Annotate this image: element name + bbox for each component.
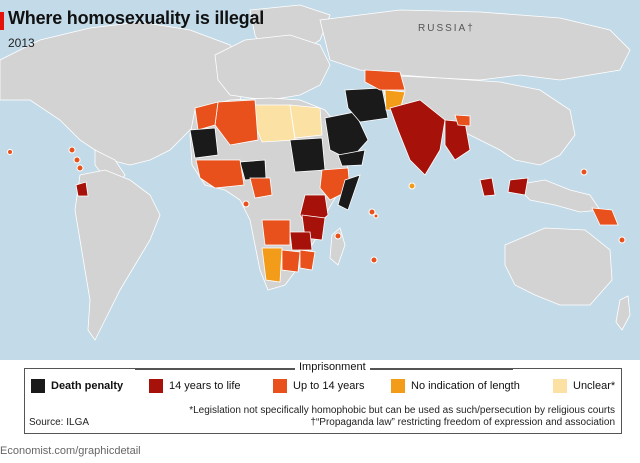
legend-label: Death penalty <box>51 380 124 392</box>
central-asia-up-to-14 <box>364 69 406 91</box>
png-up-to-14 <box>591 207 619 226</box>
zambia-14-to-life <box>289 231 313 251</box>
bhutan-up-to-14 <box>454 114 471 127</box>
legend-item-up-to-14: Up to 14 years <box>273 379 365 393</box>
legend-box: Imprisonment Death penalty 14 years to l… <box>24 361 622 434</box>
year-label: 2013 <box>8 36 35 50</box>
legend-label: Up to 14 years <box>293 380 365 392</box>
india-14-to-life <box>389 99 446 176</box>
nigeria-death <box>239 159 267 181</box>
caribbean-marker-1 <box>68 146 76 154</box>
swatch-14-to-life <box>149 379 163 393</box>
swatch-no-length <box>391 379 405 393</box>
russia-label: RUSSIA† <box>418 23 475 34</box>
legend-note-unclear: *Legislation not specifically homophobic… <box>189 405 615 416</box>
europe-land <box>214 34 331 101</box>
botswana-up-to-14 <box>281 249 301 273</box>
sudan-death <box>289 137 326 173</box>
legend-item-unclear: Unclear* <box>553 379 615 393</box>
mauritania-death <box>189 127 219 159</box>
island-markers <box>7 146 626 264</box>
north-america-land <box>0 21 251 166</box>
indian-ocean-marker-1 <box>368 208 376 216</box>
caribbean-marker-2 <box>73 156 81 164</box>
west-africa-up-to-14 <box>195 159 245 189</box>
page-title: Where homosexuality is illegal <box>8 8 265 28</box>
legend-label: 14 years to life <box>169 380 241 392</box>
world-map: Where homosexuality is illegal 2013 RUSS… <box>0 0 640 360</box>
morocco-up-to-14 <box>194 101 219 131</box>
guyana-14-to-life <box>75 181 89 197</box>
borneo-14-to-life <box>507 177 529 196</box>
legend-item-no-length: No indication of length <box>391 379 520 393</box>
libya-unclear <box>254 104 296 143</box>
se-asia-islands-land <box>514 179 601 213</box>
caribbean-marker-4 <box>7 149 13 155</box>
map-svg <box>0 4 631 341</box>
cameroon-up-to-14 <box>249 177 273 199</box>
indian-ocean-marker-2 <box>370 256 378 264</box>
pacific-marker-2 <box>618 236 626 244</box>
landmasses <box>0 4 631 341</box>
iran-death <box>344 87 389 123</box>
namibia-no-length <box>261 247 283 283</box>
legend-item-death-penalty: Death penalty <box>31 379 123 393</box>
legend-label: Unclear* <box>573 380 616 392</box>
south-america-land <box>74 169 161 341</box>
somalia-death <box>337 174 361 211</box>
egypt-unclear <box>289 104 323 139</box>
legend-item-14-to-life: 14 years to life <box>149 379 241 393</box>
legend-note-propaganda: †“Propaganda law” restricting freedom of… <box>310 417 615 428</box>
australia-land <box>504 227 613 306</box>
indian-ocean-marker-3 <box>334 232 342 240</box>
country-shapes <box>75 69 619 283</box>
legend-notes: *Legislation not specifically homophobic… <box>189 405 615 429</box>
saudi-death <box>324 111 369 161</box>
brand-tag <box>0 12 4 30</box>
pacific-marker-1 <box>580 168 588 176</box>
footer-link[interactable]: Economist.com/graphicdetail <box>0 445 141 457</box>
atlantic-marker <box>242 200 250 208</box>
seychelles-marker <box>373 213 379 219</box>
swatch-up-to-14 <box>273 379 287 393</box>
russia-land <box>319 9 631 81</box>
swatch-death-penalty <box>31 379 45 393</box>
swatch-unclear <box>553 379 567 393</box>
caribbean-marker-3 <box>76 164 84 172</box>
legend-label: No indication of length <box>411 380 520 392</box>
malaysia-14-to-life <box>479 177 496 197</box>
maldives-marker <box>408 182 416 190</box>
source-label: Source: ILGA <box>29 417 90 428</box>
malawi-up-to-14 <box>299 249 316 271</box>
yemen-death <box>337 149 366 167</box>
angola-up-to-14 <box>261 219 291 246</box>
new-zealand-land <box>615 295 631 331</box>
legend-heading: Imprisonment <box>295 361 370 373</box>
